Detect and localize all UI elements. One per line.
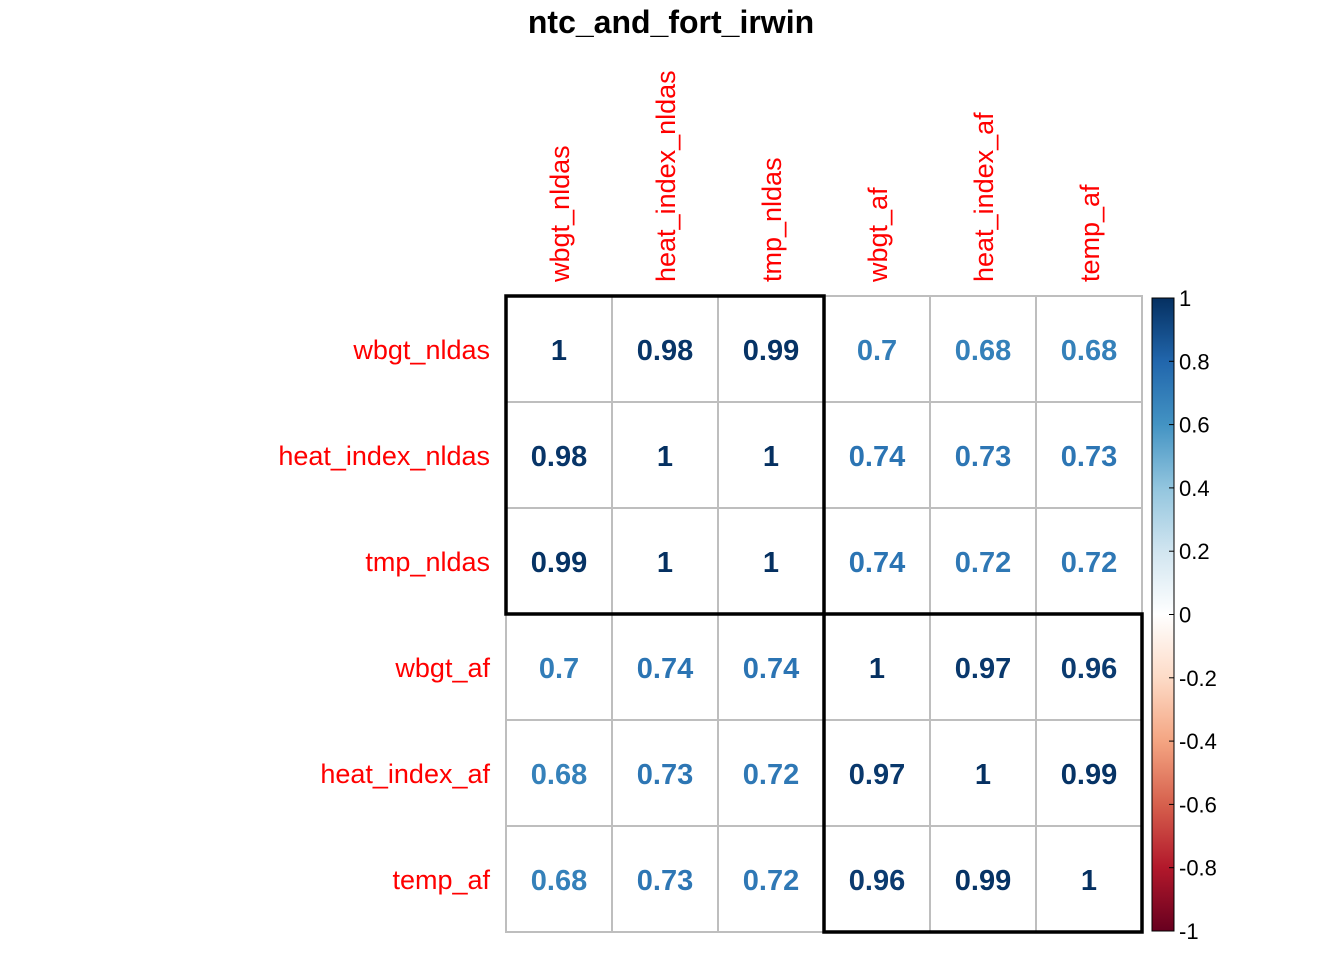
cell-value-0-3: 0.7 [857,335,897,367]
column-labels: wbgt_nldas heat_index_nldas tmp_nldas wbgt_… [545,70,1105,283]
cell-0-5 [1035,295,1143,403]
cell-value-2-3: 0.74 [849,547,905,579]
colorbar-tick-label-2: 0.6 [1179,413,1210,438]
colorbar-tick-label-10: -1 [1179,919,1199,944]
cluster-rectangles [504,294,1144,934]
colorbar-tick-label-1: 0.8 [1179,349,1210,374]
cell-1-5 [1035,401,1143,509]
cell-value-5-2: 0.72 [743,865,799,897]
cell-0-0 [505,295,613,403]
cell-value-1-1: 1 [657,441,673,473]
colorbar-tick-label-7: -0.4 [1179,729,1217,754]
cell-2-1 [611,507,719,615]
cell-value-1-0: 0.98 [531,441,587,473]
cell-value-2-2: 1 [763,547,779,579]
cell-value-5-4: 0.99 [955,865,1011,897]
cell-5-0 [505,825,613,933]
cell-value-5-5: 1 [1081,865,1097,897]
cell-2-4 [929,507,1037,615]
cell-1-3 [823,401,931,509]
cell-value-2-0: 0.99 [531,547,587,579]
cell-2-5 [1035,507,1143,615]
cell-value-5-3: 0.96 [849,865,905,897]
cell-value-0-0: 1 [551,335,567,367]
row-label-1: heat_index_nldas [278,441,490,471]
cell-value-0-1: 0.98 [637,335,693,367]
colorbar-tick-label-3: 0.4 [1179,476,1210,501]
cell-value-5-0: 0.68 [531,865,587,897]
cluster-box-1 [822,612,1144,934]
row-label-2: tmp_nldas [365,547,490,577]
cell-value-3-0: 0.7 [539,653,579,685]
cell-value-3-2: 0.74 [743,653,799,685]
colorbar-tick-label-9: -0.8 [1179,856,1217,881]
column-label-1: heat_index_nldas [651,70,681,282]
cell-value-0-5: 0.68 [1061,335,1117,367]
colorbar: 1 0.8 0.6 0.4 0.2 0 -0.2 -0.4 -0.6 -0.8 -1 [1151,286,1217,944]
column-label-0: wbgt_nldas [545,145,575,283]
cell-value-4-0: 0.68 [531,759,587,791]
cell-value-4-5: 0.99 [1061,759,1117,791]
cell-value-3-5: 0.96 [1061,653,1117,685]
cell-grid [505,295,1143,933]
row-labels: wbgt_nldas heat_index_nldas tmp_nldas wbgt_… [278,335,490,895]
cell-4-3 [823,719,931,827]
cell-values: 1 0.98 0.99 0.7 0.68 0.68 0.98 1 1 0.74 0.73 0.73 0.… [531,335,1117,897]
cell-value-1-3: 0.74 [849,441,905,473]
cell-value-1-5: 0.73 [1061,441,1117,473]
chart-title: ntc_and_fort_irwin [528,4,814,40]
row-label-5: temp_af [392,865,490,895]
cell-value-2-5: 0.72 [1061,547,1117,579]
row-label-0: wbgt_nldas [352,335,490,365]
cell-4-4 [929,719,1037,827]
cell-value-1-2: 1 [763,441,779,473]
cell-value-4-1: 0.73 [637,759,693,791]
cell-3-0 [505,613,613,721]
colorbar-tick-label-6: -0.2 [1179,666,1217,691]
column-label-2: tmp_nldas [757,157,787,282]
column-label-3: wbgt_af [863,187,893,283]
cell-4-2 [717,719,825,827]
cell-value-0-2: 0.99 [743,335,799,367]
row-label-3: wbgt_af [394,653,490,683]
cell-value-5-1: 0.73 [637,865,693,897]
cell-value-3-3: 1 [869,653,885,685]
cell-3-2 [717,613,825,721]
cell-3-1 [611,613,719,721]
cluster-box-0 [504,294,826,616]
colorbar-tick-label-5: 0 [1179,603,1191,628]
cell-value-1-4: 0.73 [955,441,1011,473]
row-label-4: heat_index_af [320,759,490,789]
cell-5-5 [1035,825,1143,933]
cell-value-2-4: 0.72 [955,547,1011,579]
cell-3-4 [929,613,1037,721]
colorbar-tick-label-8: -0.6 [1179,792,1217,817]
cell-value-2-1: 1 [657,547,673,579]
column-label-4: heat_index_af [969,112,999,282]
cell-value-0-4: 0.68 [955,335,1011,367]
cell-4-0 [505,719,613,827]
column-label-5: temp_af [1075,184,1105,282]
cell-1-1 [611,401,719,509]
cell-value-3-1: 0.74 [637,653,693,685]
cell-value-4-4: 1 [975,759,991,791]
cell-0-1 [611,295,719,403]
cell-value-4-3: 0.97 [849,759,905,791]
cell-value-3-4: 0.97 [955,653,1011,685]
colorbar-tick-label-4: 0.2 [1179,539,1210,564]
colorbar-tick-label-0: 1 [1179,286,1191,311]
cell-value-4-2: 0.72 [743,759,799,791]
